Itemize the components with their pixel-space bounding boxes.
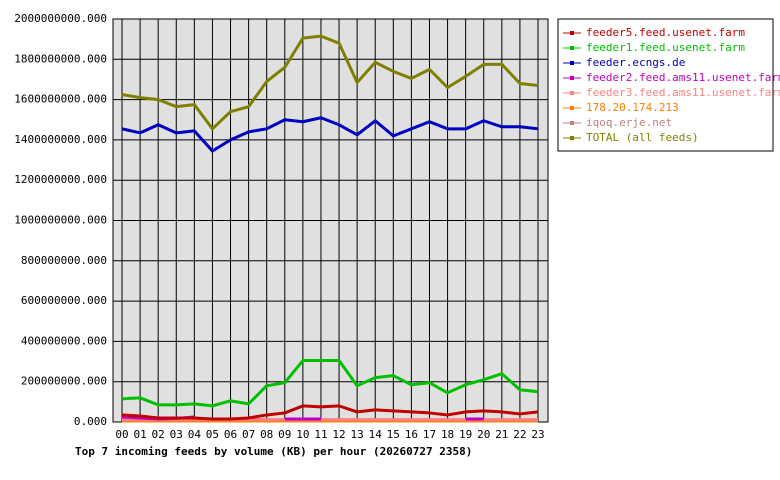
y-tick-label: 1000000000.000	[14, 214, 107, 227]
legend-label: feeder5.feed.usenet.farm	[586, 26, 745, 39]
x-tick-label: 15	[387, 428, 400, 441]
legend-label: iqoq.erje.net	[586, 116, 672, 129]
x-tick-label: 17	[423, 428, 436, 441]
y-tick-label: 0.000	[74, 415, 107, 428]
x-tick-label: 08	[260, 428, 273, 441]
x-tick-label: 14	[369, 428, 383, 441]
x-tick-label: 01	[133, 428, 146, 441]
x-tick-label: 09	[278, 428, 291, 441]
x-tick-label: 03	[170, 428, 183, 441]
x-tick-label: 13	[351, 428, 364, 441]
series-line	[121, 34, 539, 131]
legend-marker-dot	[570, 136, 574, 140]
x-tick-label: 00	[115, 428, 128, 441]
legend-marker-dot	[570, 91, 574, 95]
series-line	[121, 359, 539, 408]
legend-marker-dot	[570, 121, 574, 125]
x-tick-label: 21	[495, 428, 508, 441]
series-line	[121, 404, 539, 421]
x-tick-label: 10	[296, 428, 309, 441]
y-tick-label: 400000000.000	[21, 334, 107, 347]
x-tick-label: 19	[459, 428, 472, 441]
x-tick-label: 11	[314, 428, 327, 441]
y-tick-label: 800000000.000	[21, 254, 107, 267]
y-tick-label: 1400000000.000	[14, 133, 107, 146]
x-tick-label: 20	[477, 428, 490, 441]
x-tick-label: 23	[531, 428, 544, 441]
y-tick-label: 2000000000.000	[14, 12, 107, 25]
legend-label: TOTAL (all feeds)	[586, 131, 699, 144]
legend-label: 178.20.174.213	[586, 101, 679, 114]
legend-label: feeder2.feed.ams11.usenet.farm	[586, 71, 780, 84]
y-tick-label: 200000000.000	[21, 375, 107, 388]
legend-label: feeder1.feed.usenet.farm	[586, 41, 745, 54]
x-tick-label: 02	[152, 428, 165, 441]
x-tick-label: 06	[224, 428, 237, 441]
legend-label: feeder3.feed.ams11.usenet.farm	[586, 86, 780, 99]
y-tick-label: 600000000.000	[21, 294, 107, 307]
legend-marker-dot	[570, 46, 574, 50]
y-tick-label: 1200000000.000	[14, 173, 107, 186]
y-tick-label: 1600000000.000	[14, 93, 107, 106]
x-tick-label: 18	[441, 428, 454, 441]
x-tick-label: 07	[242, 428, 255, 441]
series-line	[121, 116, 539, 153]
x-tick-label: 16	[405, 428, 418, 441]
legend-label: feeder.ecngs.de	[586, 56, 685, 69]
legend-marker-dot	[570, 106, 574, 110]
x-tick-label: 22	[513, 428, 526, 441]
y-tick-label: 1800000000.000	[14, 52, 107, 65]
x-tick-label: 12	[332, 428, 345, 441]
legend-marker-dot	[570, 31, 574, 35]
legend-marker-dot	[570, 76, 574, 80]
legend-marker-dot	[570, 61, 574, 65]
legend-box	[557, 18, 774, 152]
chart-title: Top 7 incoming feeds by volume (KB) per …	[75, 445, 472, 458]
x-tick-label: 04	[188, 428, 202, 441]
x-tick-label: 05	[206, 428, 219, 441]
